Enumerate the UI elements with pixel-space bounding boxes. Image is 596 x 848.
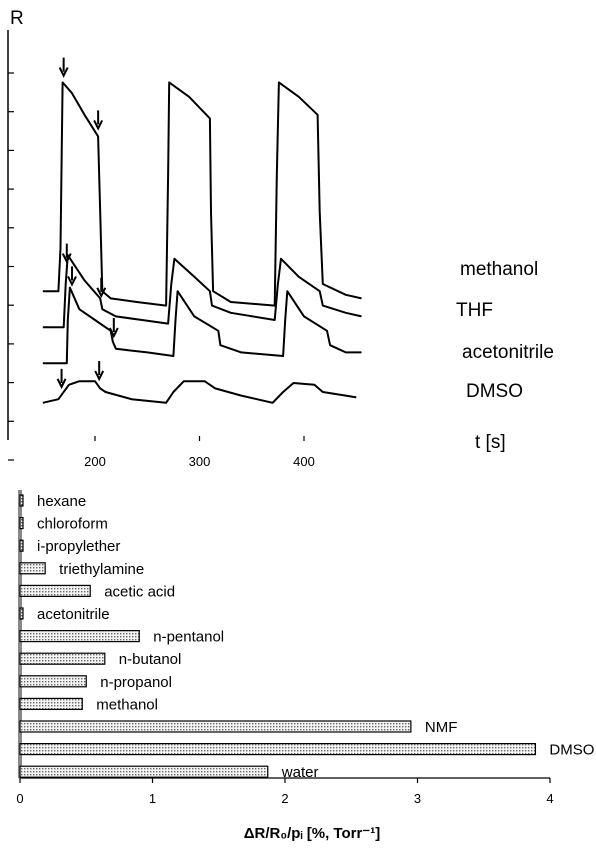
bar-acetonitrile (19, 607, 24, 620)
top-chart-x-label: t [s] (475, 432, 506, 453)
bar-hexane (19, 494, 24, 507)
bar-category-label: water (281, 764, 319, 781)
bar-category-label: DMSO (549, 742, 594, 759)
bar-chloroform (19, 516, 24, 530)
arrow-icon (56, 368, 67, 390)
arrow-icon (93, 110, 104, 131)
bar-x-tick-label: 2 (281, 791, 288, 806)
bar-category-label: acetic acid (104, 583, 175, 600)
bar-chart-x-label: ΔR/R₀/pᵢ [%, Torr⁻¹] (244, 825, 380, 842)
arrow-icon (96, 277, 107, 299)
series-line-methanol (42, 81, 362, 307)
arrow-icon (61, 243, 72, 264)
bar-DMSO (19, 742, 537, 756)
bar-category-label: n-pentanol (153, 629, 224, 646)
x-tick-label: 200 (84, 454, 106, 469)
arrow-icon (58, 57, 69, 78)
bar-n-butanol (19, 652, 106, 665)
bar-methanol (19, 697, 83, 711)
series-label: DMSO (466, 381, 523, 402)
bar-n-propanol (19, 675, 87, 688)
sensitivity-bar-chart: ΔR/R₀/pᵢ [%, Torr⁻¹] 0 1 2 3 4 hexane chlorofo… (16, 490, 594, 842)
bar-x-tick-label: 4 (546, 791, 553, 806)
bar-category-label: methanol (96, 696, 158, 713)
series-label: methanol (460, 259, 538, 280)
bar-n-pentanol (19, 629, 140, 643)
bar-category-label: n-propanol (100, 674, 172, 691)
series-line-dmso (42, 380, 357, 404)
bar-category-label: n-butanol (119, 651, 182, 668)
bar-x-tick-label: 3 (414, 791, 421, 806)
x-tick-label: 300 (189, 454, 211, 469)
series-label: THF (456, 300, 493, 321)
bar-x-tick-label: 0 (16, 791, 23, 806)
bar-category-label: acetonitrile (37, 606, 110, 623)
bar-triethylamine (19, 562, 46, 575)
arrow-icon (108, 318, 119, 339)
arrow-icon (94, 360, 105, 382)
bar-NMF (19, 720, 412, 733)
top-chart-y-label: R (10, 8, 24, 29)
x-tick-label: 400 (293, 454, 315, 469)
bar-water (19, 765, 269, 778)
bar-category-label: i-propylether (37, 538, 120, 555)
bar-x-tick-label: 1 (149, 791, 156, 806)
arrow-icon (67, 266, 77, 287)
bar-category-label: chloroform (37, 516, 108, 533)
sensor-response-chart: R t [s] 200 300 400 methanol THF acetonitrile… (7, 8, 554, 469)
bar-category-label: NMF (425, 719, 458, 736)
series-label: acetonitrile (462, 342, 554, 363)
bar-category-label: hexane (37, 493, 86, 510)
bar-i-propylether (19, 539, 24, 552)
bar-acetic-acid (19, 584, 91, 598)
series-line-acetonitrile (42, 286, 362, 365)
series-line-thf (42, 254, 362, 329)
bar-category-label: triethylamine (59, 561, 144, 578)
